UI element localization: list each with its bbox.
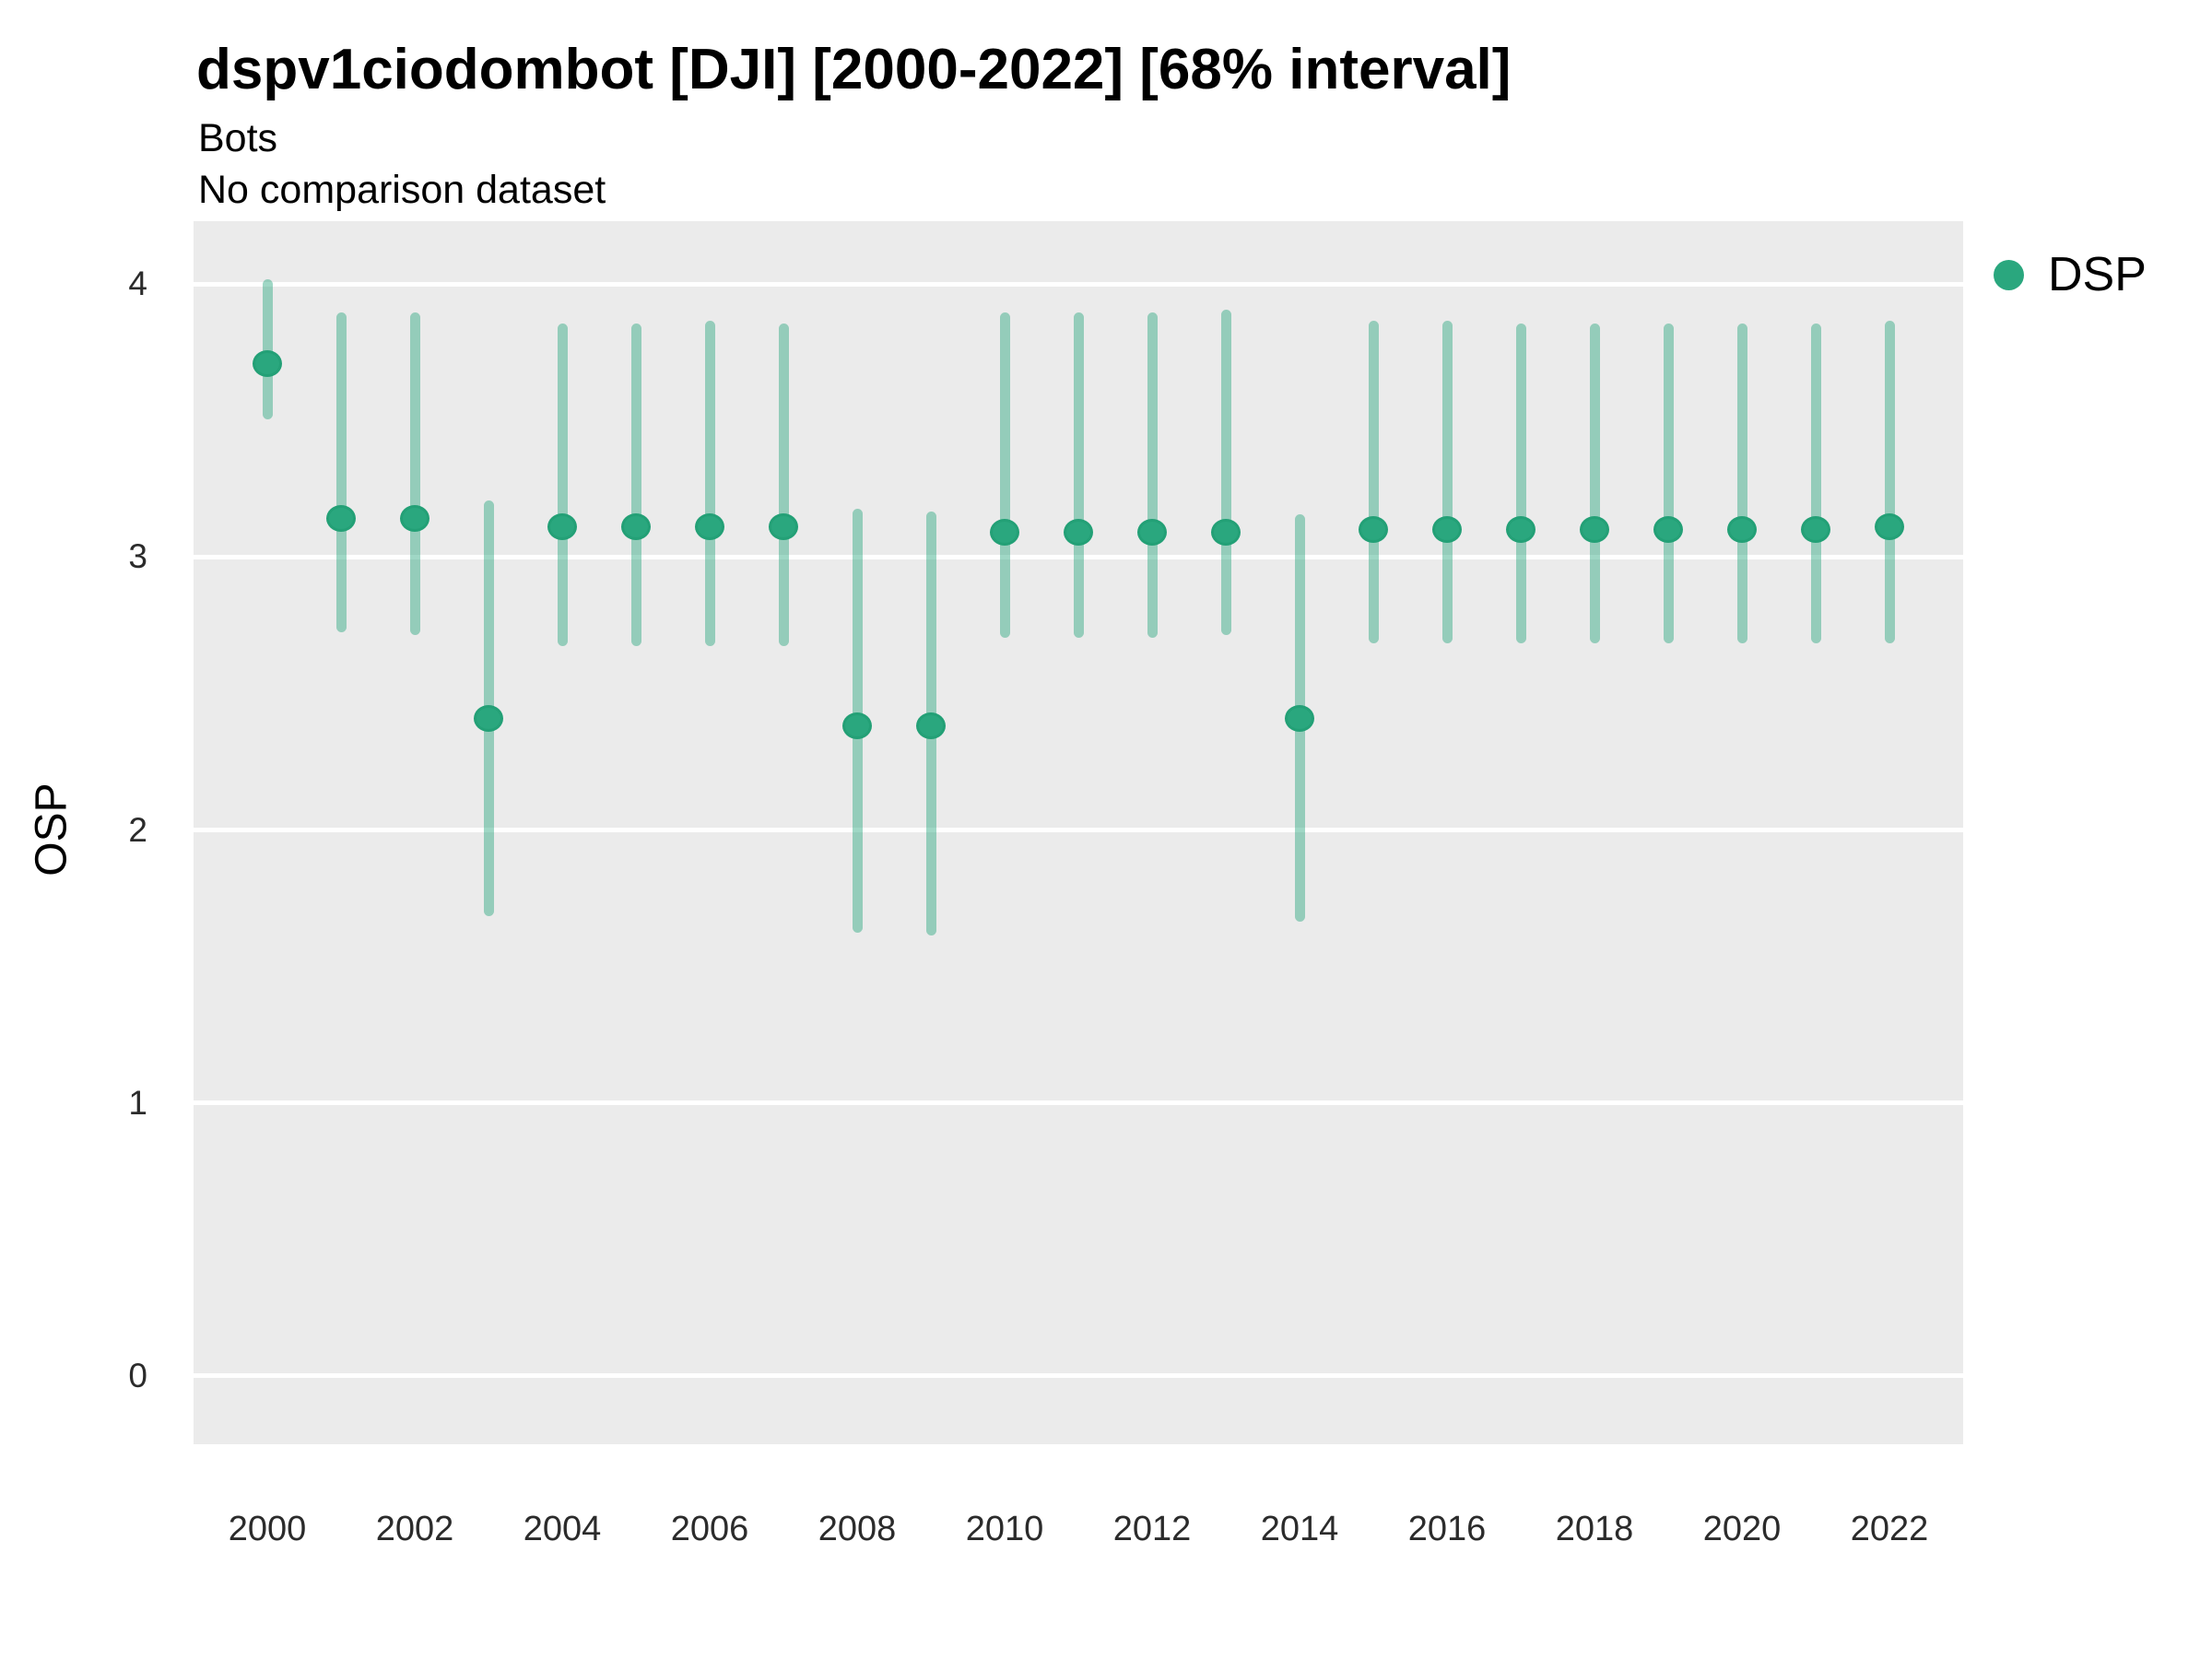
chart-subtitle: Bots xyxy=(198,116,278,160)
y-tick-label-4: 4 xyxy=(128,265,147,303)
x-tick-label-2006: 2006 xyxy=(670,1510,749,1548)
y-tick-label-3: 3 xyxy=(128,537,147,576)
x-tick-label-2016: 2016 xyxy=(1407,1510,1487,1548)
data-point-2018 xyxy=(1580,516,1609,544)
x-tick-label-2010: 2010 xyxy=(965,1510,1044,1548)
interval-bar-2004 xyxy=(557,323,568,647)
interval-bar-2007 xyxy=(778,323,789,647)
interval-bar-2022 xyxy=(1884,320,1895,644)
interval-bar-2021 xyxy=(1810,323,1821,644)
data-point-2012 xyxy=(1137,519,1167,547)
data-point-2022 xyxy=(1875,513,1904,541)
interval-bar-2015 xyxy=(1368,320,1379,644)
interval-bar-2013 xyxy=(1220,309,1231,636)
x-tick-label-2014: 2014 xyxy=(1260,1510,1339,1548)
x-tick-label-2022: 2022 xyxy=(1850,1510,1929,1548)
data-point-2011 xyxy=(1064,519,1093,547)
interval-bar-2006 xyxy=(704,320,715,647)
data-point-2021 xyxy=(1801,516,1830,544)
data-point-2002 xyxy=(400,505,429,533)
chart-note: No comparison dataset xyxy=(198,168,606,212)
data-point-2007 xyxy=(769,513,798,541)
x-tick-label-2004: 2004 xyxy=(523,1510,602,1548)
interval-bar-2017 xyxy=(1515,323,1526,644)
interval-bar-2020 xyxy=(1736,323,1747,644)
plot-panel xyxy=(194,221,1963,1444)
interval-bar-2010 xyxy=(999,312,1010,639)
x-tick-label-2008: 2008 xyxy=(818,1510,897,1548)
gridline-y-4 xyxy=(194,281,1963,287)
interval-bar-2012 xyxy=(1147,312,1158,639)
y-tick-label-0: 0 xyxy=(128,1356,147,1394)
y-tick-label-1: 1 xyxy=(128,1083,147,1122)
data-point-2006 xyxy=(695,513,724,541)
x-tick-label-2020: 2020 xyxy=(1702,1510,1782,1548)
data-point-2008 xyxy=(842,712,872,740)
data-point-2005 xyxy=(621,513,651,541)
data-point-2004 xyxy=(547,513,577,541)
interval-bar-2018 xyxy=(1589,323,1600,644)
x-tick-label-2002: 2002 xyxy=(375,1510,454,1548)
gridline-y-0 xyxy=(194,1373,1963,1379)
interval-bar-2019 xyxy=(1663,323,1674,644)
interval-bar-2002 xyxy=(409,312,420,636)
interval-bar-2001 xyxy=(335,312,347,633)
chart-title: dspv1ciodombot [DJI] [2000-2022] [68% in… xyxy=(196,38,1512,101)
data-point-2003 xyxy=(474,704,503,732)
data-point-2016 xyxy=(1432,516,1462,544)
legend-label: DSP xyxy=(2048,248,2147,301)
data-point-2017 xyxy=(1506,516,1535,544)
x-tick-label-2000: 2000 xyxy=(228,1510,307,1548)
data-point-2001 xyxy=(326,505,356,533)
y-tick-label-2: 2 xyxy=(128,810,147,849)
data-point-2015 xyxy=(1359,516,1388,544)
data-point-2020 xyxy=(1727,516,1757,544)
gridline-y-3 xyxy=(194,554,1963,559)
data-point-2000 xyxy=(253,349,282,377)
interval-bar-2011 xyxy=(1073,312,1084,639)
legend: DSP xyxy=(1994,247,2147,302)
data-point-2009 xyxy=(916,712,946,740)
legend-marker-icon xyxy=(1994,259,2024,290)
interval-bar-2000 xyxy=(262,279,273,420)
x-tick-label-2018: 2018 xyxy=(1555,1510,1634,1548)
interval-bar-2016 xyxy=(1441,320,1453,644)
data-point-2014 xyxy=(1285,704,1314,732)
data-point-2019 xyxy=(1653,516,1683,544)
gridline-y-2 xyxy=(194,828,1963,833)
x-tick-label-2012: 2012 xyxy=(1112,1510,1192,1548)
gridline-y-1 xyxy=(194,1100,1963,1106)
y-axis-title: OSP xyxy=(27,782,76,877)
interval-bar-2005 xyxy=(630,323,641,647)
data-point-2013 xyxy=(1211,519,1241,547)
data-point-2010 xyxy=(990,519,1019,547)
